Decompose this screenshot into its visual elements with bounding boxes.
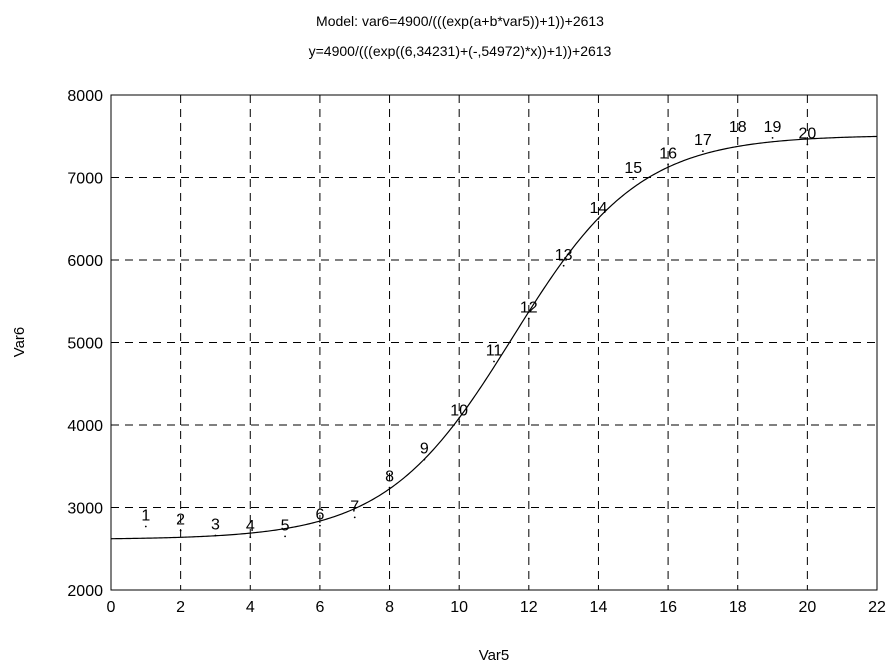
data-point xyxy=(319,524,321,527)
point-label: 18 xyxy=(729,119,747,136)
point-label: 7 xyxy=(350,498,359,515)
point-label: 8 xyxy=(385,469,394,486)
data-point xyxy=(806,143,809,146)
point-label: 16 xyxy=(659,145,677,162)
point-label: 1 xyxy=(141,507,150,524)
point-label: 14 xyxy=(590,200,608,217)
data-point xyxy=(353,516,356,519)
x-tick-label: 14 xyxy=(590,599,608,616)
point-label: 12 xyxy=(520,300,538,317)
y-axis-label: Var6 xyxy=(11,327,28,358)
tick-labels: 0 2 4 6 8 10 12 14 16 18 20 22200030004000500060007… xyxy=(67,88,886,616)
point-label: 6 xyxy=(315,507,324,524)
data-point xyxy=(771,137,774,139)
y-tick-label: 7000 xyxy=(67,171,103,188)
data-point xyxy=(667,163,669,166)
data-point xyxy=(388,486,391,489)
data-point xyxy=(493,360,495,363)
data-point xyxy=(527,317,530,320)
point-label: 4 xyxy=(246,518,255,535)
data-point xyxy=(249,536,252,539)
data-point xyxy=(144,525,147,528)
data-point xyxy=(179,529,182,532)
point-label: 3 xyxy=(211,517,220,534)
x-tick-label: 0 xyxy=(107,599,116,616)
x-tick-label: 12 xyxy=(520,599,538,616)
point-label: 5 xyxy=(281,517,290,534)
grid-lines xyxy=(111,95,877,590)
y-tick-label: 2000 xyxy=(67,583,103,600)
point-label: 11 xyxy=(486,342,503,359)
point-label: 17 xyxy=(694,132,712,149)
data-point xyxy=(284,535,286,538)
x-tick-label: 10 xyxy=(450,599,468,616)
point-label: 10 xyxy=(450,403,468,420)
point-label: 2 xyxy=(176,512,185,529)
x-tick-label: 22 xyxy=(868,599,886,616)
x-tick-label: 16 xyxy=(659,599,677,616)
x-tick-label: 2 xyxy=(176,599,185,616)
data-point xyxy=(702,150,704,153)
x-axis-label: Var5 xyxy=(479,647,510,664)
y-tick-label: 3000 xyxy=(67,501,103,518)
chart-title: Model: var6=4900/(((exp(a+b*var5))+1))+2… xyxy=(316,13,604,29)
x-tick-label: 8 xyxy=(385,599,394,616)
x-tick-label: 4 xyxy=(246,599,255,616)
point-label: 19 xyxy=(764,119,782,136)
point-label: 15 xyxy=(624,160,642,177)
data-point xyxy=(736,137,739,139)
x-tick-label: 18 xyxy=(729,599,747,616)
point-label: 9 xyxy=(420,441,429,458)
data-point xyxy=(562,264,565,267)
data-point xyxy=(423,458,426,461)
point-label: 13 xyxy=(555,247,573,264)
y-tick-label: 5000 xyxy=(67,336,103,353)
fit-curve xyxy=(110,135,878,540)
y-tick-label: 4000 xyxy=(67,418,103,435)
y-tick-label: 8000 xyxy=(67,88,103,105)
x-tick-label: 20 xyxy=(798,599,816,616)
data-point xyxy=(632,178,635,181)
chart-subtitle: y=4900/(((exp((6,34231)+(-,54972)*x))+1)… xyxy=(309,43,612,59)
plot-frame xyxy=(110,94,878,591)
data-point xyxy=(458,420,461,423)
data-point xyxy=(597,217,600,220)
data-point xyxy=(214,534,217,537)
y-tick-label: 6000 xyxy=(67,253,103,270)
x-tick-label: 6 xyxy=(315,599,324,616)
point-label: 20 xyxy=(798,126,816,143)
